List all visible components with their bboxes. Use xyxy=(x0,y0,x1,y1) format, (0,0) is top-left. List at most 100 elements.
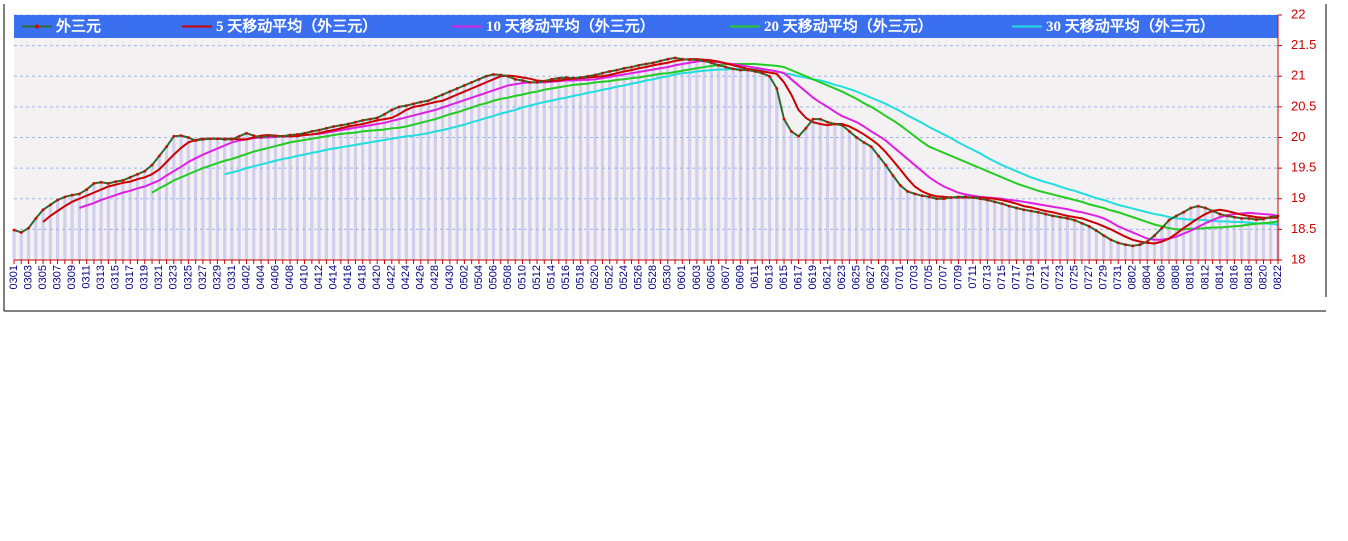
column xyxy=(1000,203,1004,260)
x-tick-label: 0727 xyxy=(1083,265,1095,289)
column xyxy=(70,195,74,260)
legend-label: 5 天移动平均（外三元） xyxy=(216,17,377,35)
column xyxy=(1247,218,1251,260)
column xyxy=(252,135,256,260)
x-tick-label: 0315 xyxy=(110,265,122,289)
point xyxy=(920,194,924,198)
point xyxy=(368,117,372,121)
x-tick-label: 0812 xyxy=(1199,265,1211,289)
point xyxy=(1225,214,1229,218)
point xyxy=(499,73,503,77)
point xyxy=(942,197,946,201)
x-tick-label: 0325 xyxy=(182,265,194,289)
x-tick-label: 0422 xyxy=(386,265,398,289)
x-tick-label: 0729 xyxy=(1098,265,1110,289)
point xyxy=(986,198,989,202)
column xyxy=(528,82,532,260)
point xyxy=(492,73,495,76)
x-tick-label: 0426 xyxy=(415,265,427,289)
x-tick-label: 0806 xyxy=(1156,265,1168,289)
column xyxy=(121,180,125,260)
point xyxy=(826,120,830,124)
x-tick-label: 0504 xyxy=(473,265,485,289)
point xyxy=(608,69,612,73)
point xyxy=(1167,218,1171,222)
x-tick-label: 0528 xyxy=(647,265,659,289)
x-tick-label: 0611 xyxy=(749,265,761,289)
column xyxy=(324,128,328,260)
point xyxy=(114,180,118,184)
column xyxy=(876,155,881,260)
column xyxy=(1065,218,1069,260)
point xyxy=(1065,216,1069,220)
point xyxy=(506,74,510,78)
point xyxy=(949,196,953,199)
column xyxy=(1254,219,1258,260)
x-tick-label: 0430 xyxy=(444,265,456,289)
column xyxy=(223,139,227,260)
point xyxy=(1196,204,1200,208)
column xyxy=(542,81,546,261)
point xyxy=(1269,215,1273,219)
series-line xyxy=(42,58,1278,245)
point xyxy=(891,174,895,177)
x-tick-label: 0305 xyxy=(37,265,49,289)
column xyxy=(368,119,372,260)
column xyxy=(484,76,488,260)
x-tick-label: 0323 xyxy=(168,265,180,289)
column xyxy=(789,131,793,260)
point xyxy=(1007,204,1011,208)
column xyxy=(1131,245,1135,260)
point xyxy=(390,108,394,112)
point xyxy=(535,80,539,84)
point xyxy=(230,137,234,141)
column xyxy=(157,155,161,260)
column xyxy=(1269,217,1273,260)
column xyxy=(230,139,234,260)
column xyxy=(1138,244,1142,260)
point xyxy=(470,80,474,84)
column xyxy=(1036,212,1040,260)
column xyxy=(353,122,358,260)
column xyxy=(332,126,336,260)
column xyxy=(644,64,648,260)
x-tick-label: 0307 xyxy=(51,265,63,289)
point xyxy=(92,182,96,185)
x-tick-label: 0619 xyxy=(807,265,819,289)
column xyxy=(884,165,888,260)
point xyxy=(571,76,575,80)
x-tick-label: 0822 xyxy=(1272,265,1284,289)
column xyxy=(847,131,852,260)
column xyxy=(208,138,212,260)
point xyxy=(324,126,328,130)
point xyxy=(760,71,764,75)
y-tick-label: 18 xyxy=(1291,251,1305,266)
x-tick-label: 0311 xyxy=(81,265,93,289)
x-tick-label: 0719 xyxy=(1025,265,1037,289)
column xyxy=(85,189,89,260)
column xyxy=(513,79,517,260)
column xyxy=(898,185,902,260)
x-tick-label: 0621 xyxy=(822,265,834,289)
x-tick-label: 0412 xyxy=(313,265,325,289)
column xyxy=(746,70,750,260)
point xyxy=(179,134,183,138)
column xyxy=(586,76,590,260)
column xyxy=(956,196,960,260)
column xyxy=(520,80,525,260)
column xyxy=(1123,244,1128,260)
x-tick-label: 0731 xyxy=(1112,265,1124,289)
point xyxy=(564,76,568,79)
point xyxy=(833,122,837,126)
legend: 外三元 5 天移动平均（外三元） 10 天移动平均（外三元） 20 天移动平均（外三元… xyxy=(14,15,1278,38)
point xyxy=(1247,216,1251,220)
point xyxy=(848,129,851,133)
column xyxy=(753,71,757,260)
point xyxy=(709,61,713,65)
point xyxy=(601,71,604,75)
point xyxy=(1218,212,1222,216)
point xyxy=(1094,229,1098,233)
point xyxy=(1189,206,1193,210)
x-tick-label: 0428 xyxy=(429,265,441,289)
